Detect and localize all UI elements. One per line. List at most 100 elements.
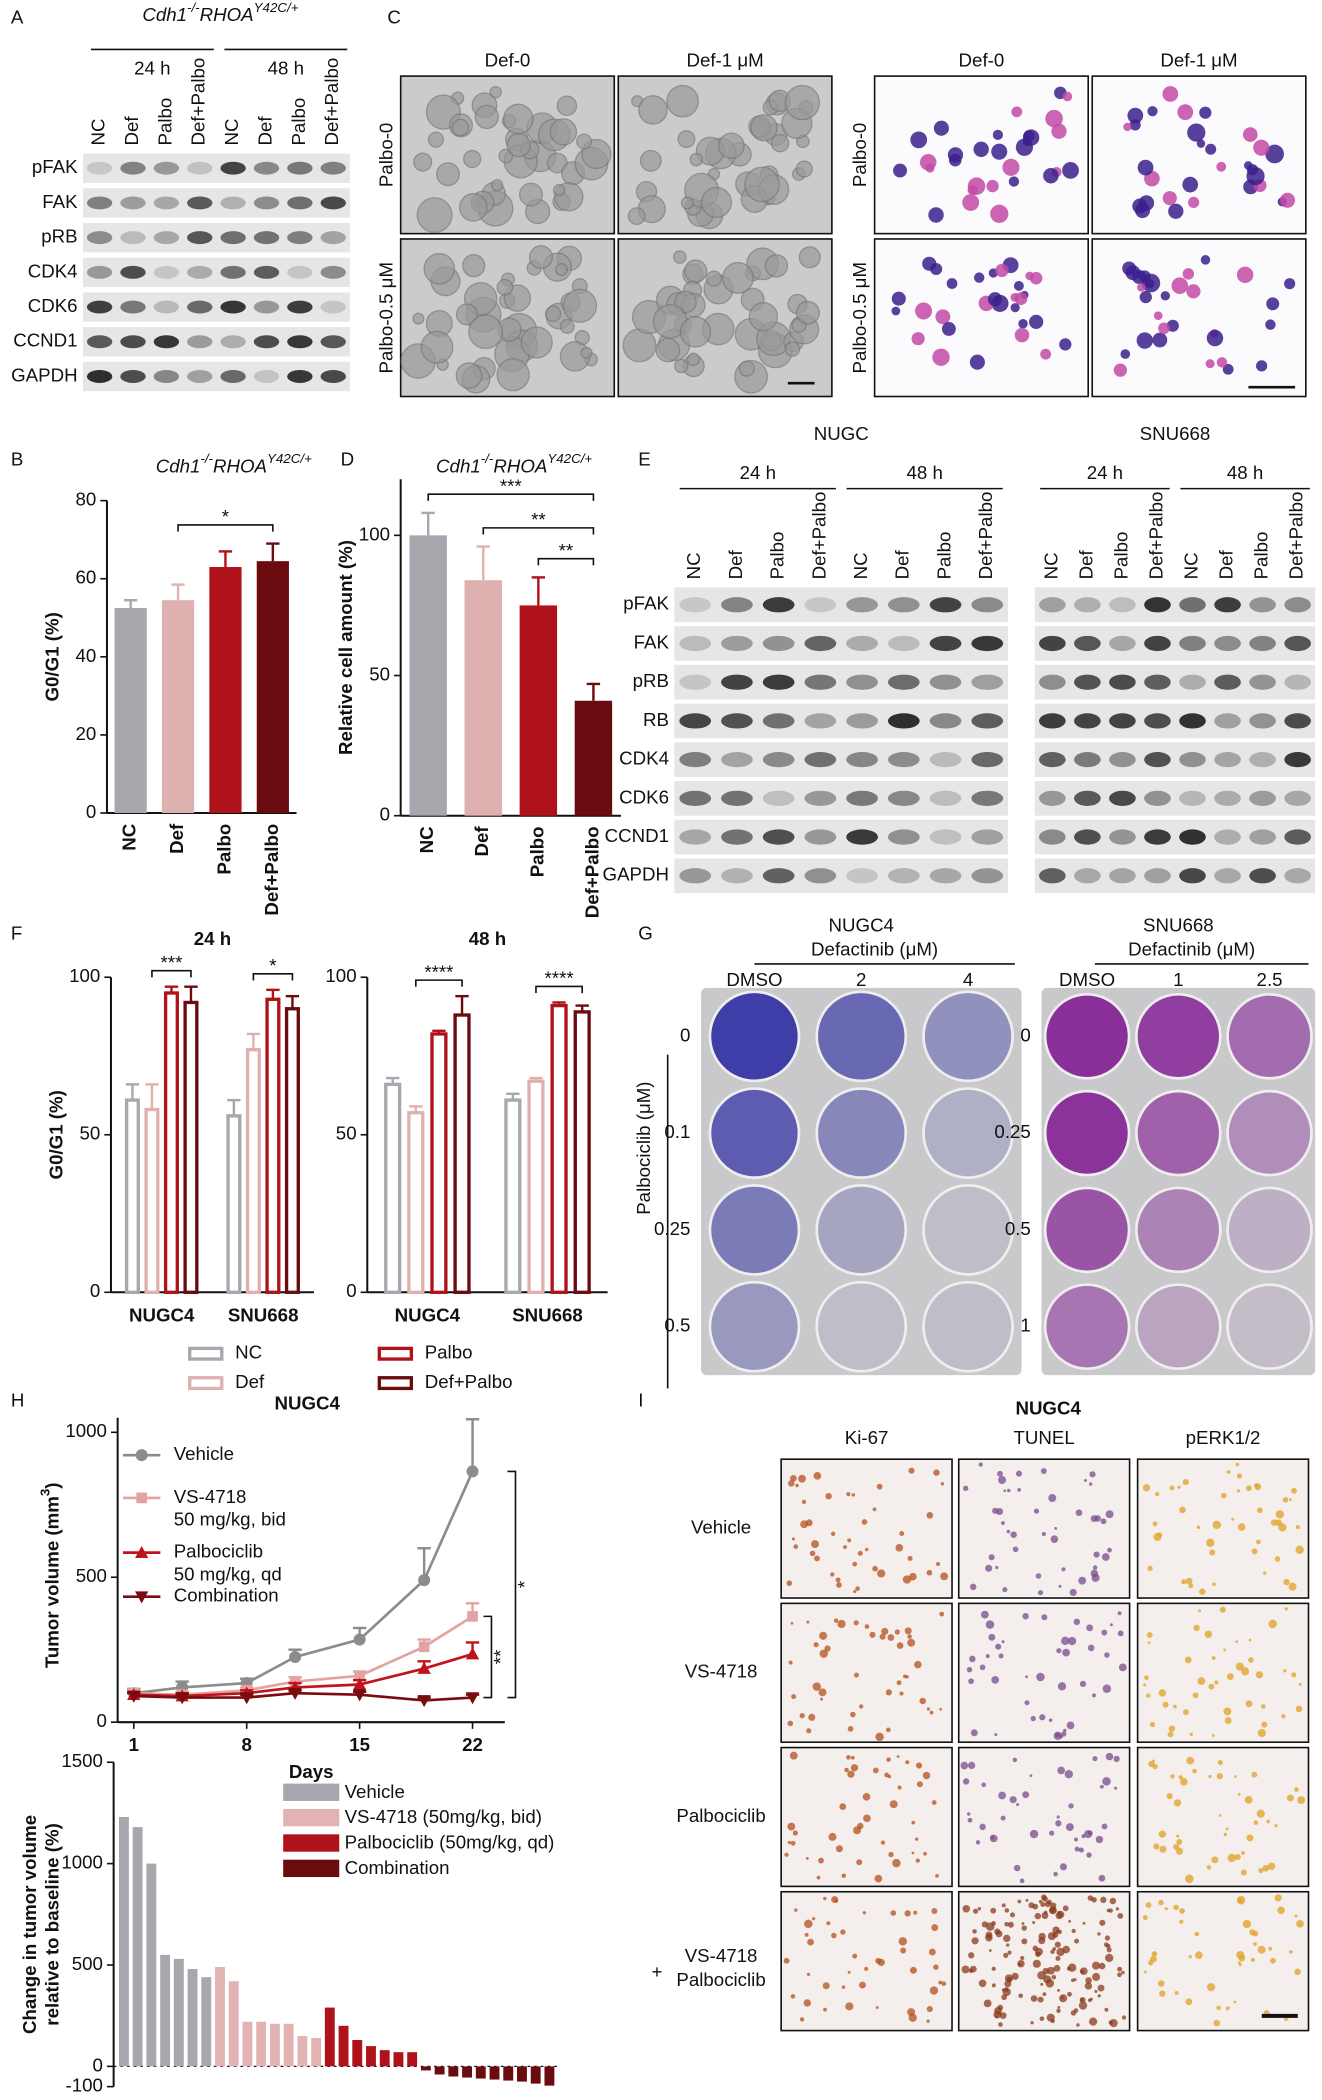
stain-dot [935,1874,939,1878]
stain-dot [1256,1539,1261,1545]
cell [580,346,593,359]
stain-dot [926,2019,930,2023]
y-tick-label: 50 [369,663,390,684]
cell [503,103,534,135]
row-label: Palbociclib [676,1805,765,1826]
legend-label: Palbociclib (50mg/kg, qd) [345,1832,555,1853]
cell [576,133,593,150]
bar [393,2052,404,2067]
blot-row-label: CDK4 [619,748,669,769]
stain-dot [961,1965,970,1974]
stain-dot [903,1674,907,1679]
stain-dot [988,1633,996,1641]
stain-dot [1158,1689,1167,1697]
bar [462,2066,473,2078]
blot-band [1179,829,1206,845]
lane-label: Def [254,116,275,146]
blot-band [929,868,962,884]
ihc-image [780,1458,953,1599]
blot-band [1179,790,1206,806]
blot-band [220,335,246,349]
stain-dot [967,1817,973,1823]
stain-dot [807,1938,814,1946]
stain-dot [1087,1998,1092,2003]
y-tick-label: 60 [75,567,96,588]
stain-dot [1101,1553,1110,1561]
stain-dot [1173,1904,1179,1911]
bar [132,1827,143,2067]
panel-title: NUGC4 [1015,1398,1081,1419]
blot-band [1284,713,1311,729]
blot-band [804,751,837,768]
stain-dot [1225,1827,1229,1831]
cell [1182,176,1199,193]
cell [910,131,928,149]
stain-dot [1080,1969,1084,1974]
cell [1138,195,1155,211]
stain-dot [900,1947,907,1954]
cell [1284,278,1296,290]
stain-dot [847,1538,852,1543]
stain-dot [1224,1717,1232,1725]
bar [173,1958,184,2067]
stain-dot [1017,1899,1022,1904]
cell [451,118,470,137]
blot-band [1179,751,1206,768]
cell [544,305,562,323]
blot-band [86,161,113,175]
stain-dot [819,1631,828,1640]
blot-band [1144,790,1171,806]
lane-label: Def+Palbo [1286,492,1307,580]
cell [1136,332,1154,349]
stain-dot [1007,1950,1012,1955]
stain-dot [1097,1984,1105,1992]
stain-dot [1236,1489,1241,1493]
blot-band [220,370,246,383]
bar [379,2050,390,2067]
cell [1014,327,1030,343]
blot-band [187,196,213,210]
blot-band [846,790,878,806]
cell [420,330,454,364]
well [708,1280,801,1373]
blot-band [1284,751,1311,768]
blot-row-label: RB [643,709,669,730]
stain-dot [1104,1652,1110,1658]
stain-dot [1296,1920,1304,1928]
bar [228,1981,239,2067]
stain-dot [1035,1573,1042,1579]
cell [489,85,502,99]
point [354,1670,365,1682]
significance-label: ** [559,540,574,561]
bar [242,2021,253,2067]
blot-band [1144,674,1171,690]
blot-band [846,635,878,652]
stain-dot [985,1564,993,1572]
stain-dot [970,1729,978,1737]
significance-bracket [482,527,595,535]
cell [1255,360,1268,372]
genotype-gene: Cdh1 [142,4,187,25]
stain-dot [1013,1864,1021,1872]
blot-band [887,635,920,652]
stain-dot [1061,1567,1066,1572]
stain-dot [1147,1565,1153,1572]
row-label: Palbo-0.5 μM [375,262,396,374]
timepoint-label: 48 h [906,462,942,483]
stain-dot [1085,1977,1092,1984]
blot-band [1284,790,1311,806]
stain-dot [1056,2008,1061,2014]
blot-band [679,713,712,729]
genotype-sup: -/- [481,451,494,466]
column-label: DMSO [1059,969,1115,990]
cell [748,302,779,332]
blot-band [320,335,346,349]
lane-label: NC [88,119,109,146]
blot-band [1109,597,1136,613]
blot-strip [1034,587,1316,623]
blot-band [1179,674,1206,690]
stain-dot [1019,1878,1025,1884]
stain-dot [1250,1957,1255,1962]
stain-dot [1245,1485,1252,1492]
stain-dot [1159,1990,1166,1997]
